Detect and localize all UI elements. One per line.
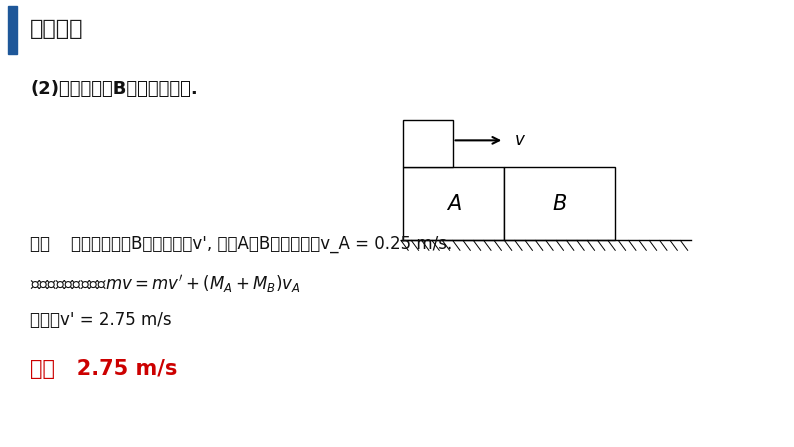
- Bar: [403, 120, 453, 167]
- Bar: [8, 6, 17, 54]
- Text: 典型例题: 典型例题: [30, 19, 83, 39]
- Text: $A$: $A$: [445, 194, 462, 214]
- Text: 可求得v' = 2.75 m/s: 可求得v' = 2.75 m/s: [30, 311, 172, 329]
- Text: 由系统动量守恒得：$mv = mv' + (M_A + M_B)v_A$: 由系统动量守恒得：$mv = mv' + (M_A + M_B)v_A$: [30, 273, 301, 295]
- Text: $v$: $v$: [514, 131, 526, 149]
- Text: (2)鐵块刚滑上B时的速度大小.: (2)鐵块刚滑上B时的速度大小.: [30, 80, 198, 98]
- Text: $B$: $B$: [553, 194, 567, 214]
- Text: 答案   2.75 m/s: 答案 2.75 m/s: [30, 359, 178, 379]
- Text: 解析    设鐵块刚滑上B时的速度为v', 此时A、B的速度均为v_A = 0.25 m/s.: 解析 设鐵块刚滑上B时的速度为v', 此时A、B的速度均为v_A = 0.25 …: [30, 235, 453, 253]
- Bar: [504, 167, 615, 240]
- Bar: [403, 167, 504, 240]
